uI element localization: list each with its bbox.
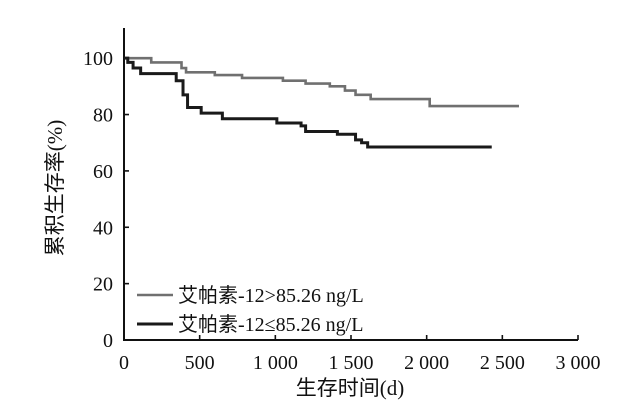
y-tick-label: 80 — [93, 105, 113, 127]
legend-item-high-group: 艾帕素-12>85.26 ng/L — [137, 284, 364, 307]
x-tick-label: 3 000 — [556, 352, 601, 374]
x-tick-label: 1 000 — [253, 352, 298, 374]
survival-curve-low-group — [124, 56, 492, 149]
y-tick-label: 60 — [93, 161, 113, 183]
x-tick-label: 500 — [185, 352, 215, 374]
survival-curve-high-group — [124, 56, 519, 108]
y-tick-label: 100 — [83, 48, 113, 70]
legend-label-high-group: 艾帕素-12>85.26 ng/L — [178, 284, 364, 307]
y-tick-label: 40 — [93, 217, 113, 239]
y-tick-label: 20 — [93, 274, 113, 296]
y-tick-label: 0 — [103, 330, 113, 352]
y-axis-label: 累积生存率(%) — [43, 120, 67, 256]
x-tick-label: 2 000 — [404, 352, 449, 374]
x-tick-label: 0 — [119, 352, 129, 374]
legend-label-low-group: 艾帕素-12≤85.26 ng/L — [178, 313, 363, 336]
legend: 艾帕素-12>85.26 ng/L 艾帕素-12≤85.26 ng/L — [137, 284, 364, 336]
x-tick-label: 1 500 — [329, 352, 374, 374]
x-axis-label: 生存时间(d) — [296, 376, 405, 400]
legend-item-low-group: 艾帕素-12≤85.26 ng/L — [137, 313, 363, 336]
survival-curves — [124, 56, 519, 149]
ticks: 0 500 1 000 1 500 2 000 2 500 3 000 0 20 40 60 80 10… — [83, 48, 601, 374]
x-tick-label: 2 500 — [480, 352, 525, 374]
